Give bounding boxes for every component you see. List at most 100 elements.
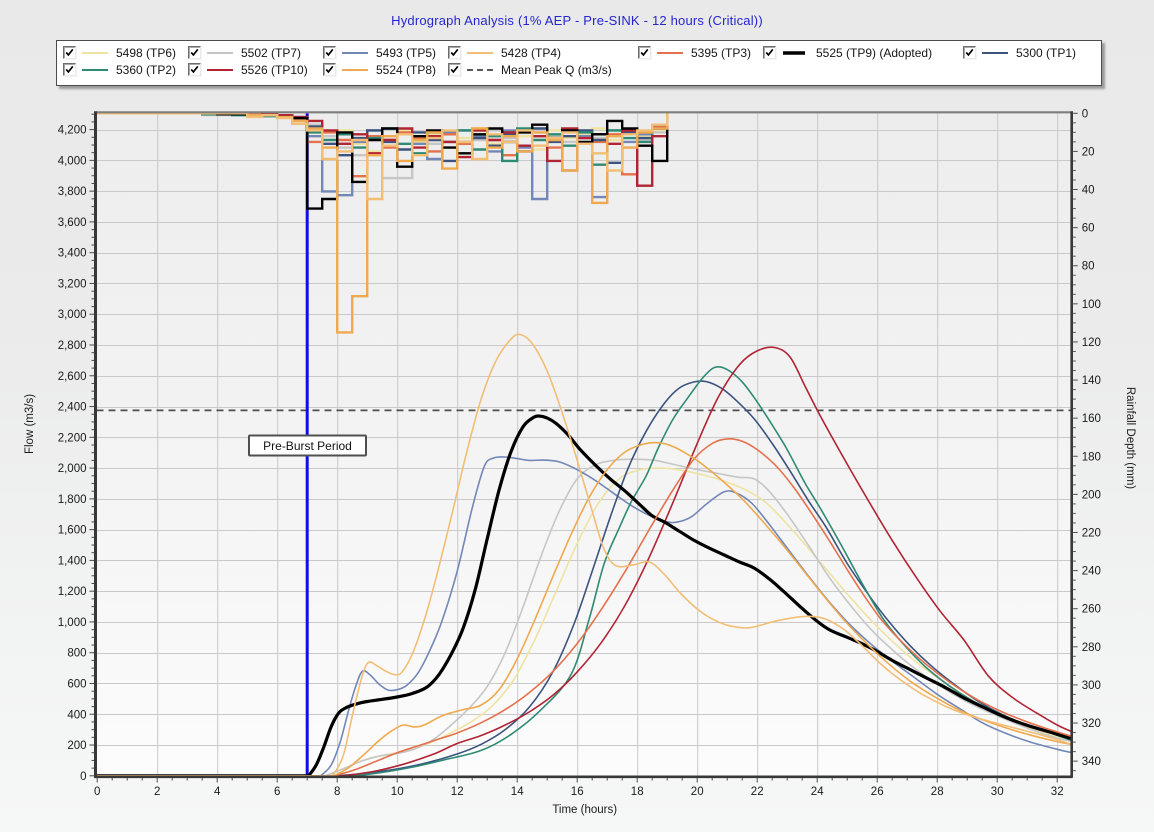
preburst-label-text: Pre-Burst Period <box>263 439 352 453</box>
legend-swatch-TP2 <box>81 61 109 79</box>
rain-tick-label-120: 120 <box>1082 337 1101 349</box>
legend-item-TP9: 5525 (TP9) (Adopted) <box>763 44 932 61</box>
time-tick-label-6: 6 <box>274 786 280 798</box>
time-tick-label-22: 22 <box>751 786 764 798</box>
legend-label-TP6: 5498 (TP6) <box>116 45 177 60</box>
time-tick-label-4: 4 <box>214 786 221 798</box>
rain-tick-label-260: 260 <box>1082 604 1101 616</box>
flow-tick-label-3000: 3,000 <box>58 309 87 321</box>
rain-tick-label-180: 180 <box>1082 451 1101 463</box>
time-tick-label-26: 26 <box>871 786 884 798</box>
legend-label-TP9: 5525 (TP9) (Adopted) <box>816 45 933 60</box>
time-axis-title: Time (hours) <box>552 804 617 816</box>
flow-tick-label-1600: 1,600 <box>58 525 87 537</box>
preburst-label: Pre-Burst Period <box>248 434 367 457</box>
curve-TP4 <box>95 333 1072 777</box>
legend-swatch-TP7 <box>206 44 234 62</box>
flow-tick-label-2200: 2,200 <box>58 432 87 444</box>
hyetographs <box>97 112 669 334</box>
flow-tick-label-200: 200 <box>67 740 86 752</box>
rain-tick-label-100: 100 <box>1082 299 1101 311</box>
legend-label-TP8: 5524 (TP8) <box>376 62 437 77</box>
legend-checkbox-MeanPeakQ[interactable] <box>448 63 461 76</box>
legend-swatch-MeanPeakQ <box>466 61 494 79</box>
axes <box>94 111 1073 779</box>
time-tick-label-0: 0 <box>94 786 100 798</box>
time-tick-label-28: 28 <box>931 786 944 798</box>
tick-marks <box>89 112 1078 783</box>
hyetograph-TP4 <box>97 112 669 201</box>
legend-checkbox-TP1[interactable] <box>963 46 976 59</box>
legend-item-TP3: 5395 (TP3) <box>638 44 751 61</box>
hyetograph-TP9 <box>216 113 669 210</box>
checkmark-icon <box>765 48 774 57</box>
legend-swatch-TP10 <box>206 61 234 79</box>
chart-title: Hydrograph Analysis (1% AEP - Pre-SINK -… <box>391 13 763 28</box>
legend-item-MeanPeakQ: Mean Peak Q (m3/s) <box>448 61 612 78</box>
legend-label-TP3: 5395 (TP3) <box>691 45 752 60</box>
legend-item-TP4: 5428 (TP4) <box>448 44 561 61</box>
flow-tick-label-3800: 3,800 <box>58 186 87 198</box>
legend-checkbox-TP5[interactable] <box>323 46 336 59</box>
flow-tick-label-1800: 1,800 <box>58 494 87 506</box>
legend-checkbox-TP4[interactable] <box>448 46 461 59</box>
flow-tick-label-400: 400 <box>67 709 86 721</box>
checkmark-icon <box>450 48 459 57</box>
legend-item-TP1: 5300 (TP1) <box>963 44 1076 61</box>
legend-swatch-TP8 <box>341 61 369 79</box>
rain-tick-label-220: 220 <box>1082 527 1101 539</box>
flow-tick-label-3200: 3,200 <box>58 278 87 290</box>
legend-swatch-TP9 <box>781 44 809 62</box>
curve-TP7 <box>95 458 1072 777</box>
legend-checkbox-TP9[interactable] <box>763 46 776 59</box>
legend-swatch-TP3 <box>656 44 684 62</box>
checkmark-icon <box>190 65 199 74</box>
legend-checkbox-TP8[interactable] <box>323 63 336 76</box>
flow-tick-label-2400: 2,400 <box>58 402 87 414</box>
time-tick-label-10: 10 <box>391 786 404 798</box>
legend-checkbox-TP3[interactable] <box>638 46 651 59</box>
time-tick-label-30: 30 <box>991 786 1004 798</box>
legend-swatch-TP4 <box>466 44 494 62</box>
rain-tick-label-60: 60 <box>1082 223 1095 235</box>
rain-tick-label-140: 140 <box>1082 375 1101 387</box>
time-tick-label-18: 18 <box>631 786 644 798</box>
legend-checkbox-TP2[interactable] <box>63 63 76 76</box>
rain-tick-label-280: 280 <box>1082 642 1101 654</box>
rain-tick-label-160: 160 <box>1082 413 1101 425</box>
checkmark-icon <box>640 48 649 57</box>
rain-tick-label-200: 200 <box>1082 489 1101 501</box>
time-tick-label-8: 8 <box>334 786 340 798</box>
time-tick-label-12: 12 <box>451 786 464 798</box>
curve-TP10 <box>95 346 1072 777</box>
legend-item-TP2: 5360 (TP2) <box>63 61 176 78</box>
rain-tick-label-340: 340 <box>1082 756 1101 768</box>
legend-label-MeanPeakQ: Mean Peak Q (m3/s) <box>501 62 612 77</box>
legend-label-TP7: 5502 (TP7) <box>241 45 302 60</box>
flow-tick-label-3600: 3,600 <box>58 217 87 229</box>
flow-tick-label-1200: 1,200 <box>58 586 87 598</box>
flow-tick-label-0: 0 <box>80 771 86 783</box>
flow-axis-title: Flow (m3/s) <box>24 394 36 454</box>
rain-tick-label-20: 20 <box>1082 146 1095 158</box>
rain-tick-label-300: 300 <box>1082 680 1101 692</box>
legend-checkbox-TP10[interactable] <box>188 63 201 76</box>
checkmark-icon <box>325 65 334 74</box>
flow-tick-label-1400: 1,400 <box>58 555 87 567</box>
checkmark-icon <box>65 65 74 74</box>
legend-label-TP4: 5428 (TP4) <box>501 45 562 60</box>
flow-tick-label-800: 800 <box>67 648 86 660</box>
checkmark-icon <box>450 65 459 74</box>
checkmark-icon <box>65 48 74 57</box>
flow-tick-label-2600: 2,600 <box>58 371 87 383</box>
rain-tick-label-0: 0 <box>1082 108 1088 120</box>
legend-item-TP5: 5493 (TP5) <box>323 44 436 61</box>
legend-checkbox-TP6[interactable] <box>63 46 76 59</box>
curve-TP2 <box>95 365 1072 777</box>
time-tick-label-20: 20 <box>691 786 704 798</box>
legend-swatch-TP5 <box>341 44 369 62</box>
legend-checkbox-TP7[interactable] <box>188 46 201 59</box>
legend-label-TP5: 5493 (TP5) <box>376 45 437 60</box>
legend-item-TP8: 5524 (TP8) <box>323 61 436 78</box>
